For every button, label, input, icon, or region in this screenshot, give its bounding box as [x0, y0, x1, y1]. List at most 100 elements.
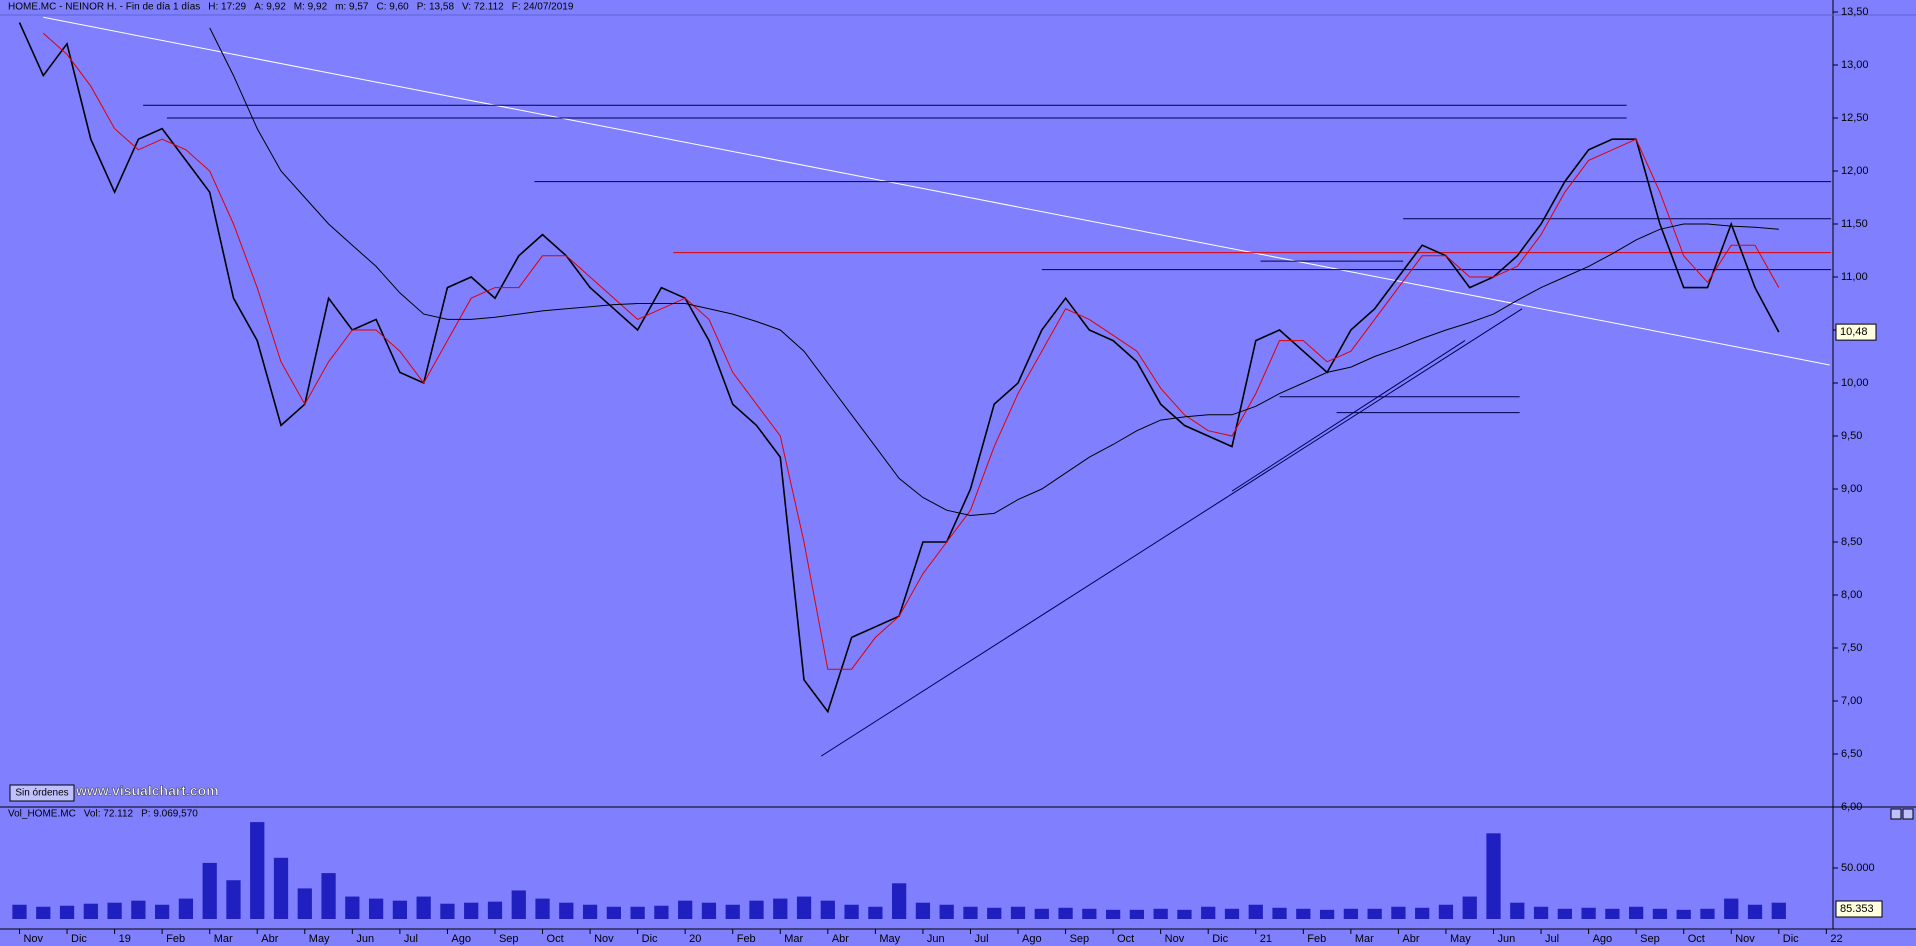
volume-bar — [892, 883, 907, 919]
volume-bar — [250, 822, 265, 919]
x-tick-label: Dic — [1212, 933, 1228, 945]
volume-bar — [939, 904, 954, 919]
volume-bar — [392, 900, 408, 919]
volume-bar — [606, 906, 621, 919]
volume-bar — [1724, 898, 1739, 919]
x-tick-label: May — [1450, 933, 1471, 945]
header-text: A: 9,92 — [254, 2, 286, 13]
volume-bar — [1581, 907, 1596, 919]
x-tick-label: Abr — [261, 933, 278, 945]
x-tick-label: Oct — [1688, 933, 1705, 945]
volume-bar — [1153, 908, 1168, 919]
volume-bar — [868, 906, 883, 919]
volume-bar — [321, 873, 336, 919]
y-tick-label: 9,00 — [1841, 483, 1862, 495]
volume-bar — [1177, 909, 1192, 919]
y-tick-label: 7,00 — [1841, 695, 1862, 707]
y-tick-label: 6,00 — [1841, 801, 1862, 813]
x-tick-label: Jun — [927, 933, 945, 945]
x-tick-label: Feb — [737, 933, 756, 945]
x-tick-label: Dic — [71, 933, 87, 945]
volume-bar — [440, 903, 455, 919]
x-tick-label: Ago — [1022, 933, 1042, 945]
orders-button-label[interactable]: Sin órdenes — [15, 788, 68, 799]
last-price-box — [1835, 323, 1877, 341]
volume-bar — [107, 902, 122, 919]
x-tick-label: Nov — [1735, 933, 1755, 945]
panel-button[interactable] — [1890, 808, 1902, 820]
watermark: www.visualchart.com — [75, 783, 219, 799]
y-tick-label: 11,00 — [1841, 271, 1868, 283]
volume-bar — [202, 862, 217, 919]
x-tick-label: Nov — [1165, 933, 1185, 945]
trend-line — [820, 308, 1523, 757]
y-tick-label: 13,50 — [1841, 6, 1869, 18]
x-tick-label: Mar — [214, 933, 233, 945]
y-tick-label: 6,50 — [1841, 748, 1862, 760]
volume-bar — [1700, 908, 1715, 919]
volume-bar — [297, 888, 312, 919]
y-tick-label: 7,50 — [1841, 642, 1862, 654]
y-tick-label: 12,00 — [1841, 165, 1869, 177]
volume-bar — [1486, 833, 1501, 919]
x-tick-label: Feb — [1307, 933, 1326, 945]
y-tick-label: 8,50 — [1841, 536, 1862, 548]
trend-line — [1231, 340, 1466, 492]
x-tick-label: Feb — [166, 933, 185, 945]
volume-bar — [701, 902, 717, 919]
volume-bar — [796, 896, 812, 919]
x-tick-label: 20 — [689, 933, 701, 945]
volume-bar — [1129, 909, 1145, 919]
volume-bar — [1415, 907, 1430, 919]
last-volume-box — [1835, 900, 1883, 918]
volume-bar — [1629, 906, 1644, 919]
volume-bar — [416, 896, 431, 919]
volume-bar — [535, 898, 550, 919]
volume-bar — [12, 904, 27, 919]
volume-bar — [59, 905, 75, 919]
volume-bar — [1224, 908, 1240, 919]
volume-bar — [1010, 906, 1026, 919]
volume-bar — [1510, 902, 1525, 919]
x-tick-label: 19 — [119, 933, 131, 945]
volume-bar — [582, 904, 598, 919]
y-tick-label: 9,50 — [1841, 430, 1862, 442]
header-text: HOME.MC - NEINOR H. - Fin de día 1 días — [8, 2, 200, 13]
x-tick-label: Dic — [1783, 933, 1799, 945]
volume-bar — [1652, 908, 1668, 919]
volume-bar — [1462, 896, 1477, 919]
volume-bar — [1557, 908, 1572, 919]
volume-bar — [1438, 904, 1454, 919]
volume-bar — [678, 900, 693, 919]
x-tick-label: 21 — [1260, 933, 1272, 945]
trend-line — [43, 16, 1830, 366]
volume-bar — [1296, 908, 1311, 919]
header-text: C: 9,60 — [377, 2, 410, 13]
header-text: F: 24/07/2019 — [512, 2, 574, 13]
panel-close[interactable] — [1902, 808, 1914, 820]
volume-bar — [1034, 908, 1049, 919]
volume-bar — [83, 903, 98, 919]
x-tick-label: Ago — [451, 933, 471, 945]
x-tick-label: Mar — [1355, 933, 1374, 945]
volume-bar — [345, 896, 360, 919]
volume-bar — [963, 906, 978, 919]
price-line — [209, 27, 1779, 517]
x-tick-label: Jul — [1545, 933, 1559, 945]
y-tick-label: 50.000 — [1841, 862, 1875, 874]
x-tick-label: May — [309, 933, 330, 945]
header-text: Vol: 72.112 — [84, 809, 134, 820]
volume-bar — [559, 902, 574, 919]
volume-bar — [844, 904, 859, 919]
header-text: P: 9.069,570 — [141, 809, 198, 820]
volume-bar — [725, 904, 740, 919]
header-text: P: 13,58 — [417, 2, 455, 13]
x-tick-label: Sep — [1640, 933, 1660, 945]
volume-bar — [1605, 908, 1620, 919]
volume-bar — [1676, 909, 1691, 919]
orders-button[interactable] — [9, 784, 75, 802]
header-text: V: 72.112 — [462, 2, 504, 13]
volume-bar — [1105, 909, 1121, 919]
